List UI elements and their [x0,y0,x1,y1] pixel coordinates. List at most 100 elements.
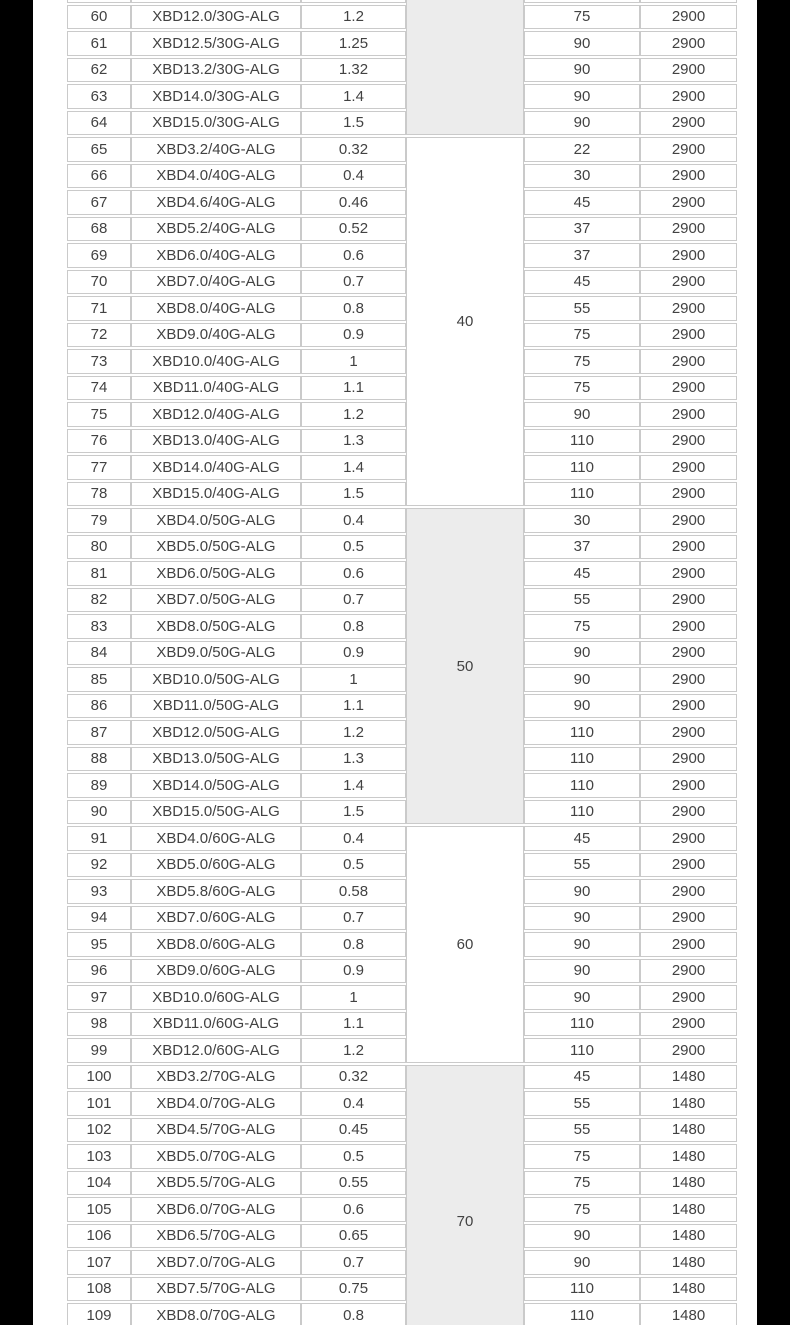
cell-value: 0.5 [301,1144,406,1169]
table-row: 107 XBD7.0/70G-ALG 0.7 90 1480 [67,1250,737,1275]
cell-row-number: 60 [67,4,131,29]
cell-power: 90 [524,932,640,957]
cell-model: XBD6.0/40G-ALG [131,243,301,268]
cell-model: XBD13.0/50G-ALG [131,746,301,771]
cell-value: 1.5 [301,799,406,824]
cell-value: 0.4 [301,508,406,533]
cell-value: 0.9 [301,958,406,983]
cell-value: 0.4 [301,826,406,851]
cell-model: XBD4.0/50G-ALG [131,508,301,533]
cell-model: XBD3.2/70G-ALG [131,1064,301,1089]
cell-value: 1.4 [301,455,406,480]
table-row: 66 XBD4.0/40G-ALG 0.4 30 2900 [67,163,737,188]
cell-value: 0.8 [301,296,406,321]
cell-power: 110 [524,455,640,480]
cell-row-number: 92 [67,852,131,877]
group-cell-merged [406,0,524,135]
cell-value: 1.1 [301,1011,406,1036]
cell-model: XBD4.5/70G-ALG [131,1117,301,1142]
cell-speed: 2900 [640,667,737,692]
cell-power: 90 [524,667,640,692]
table-row: 63 XBD14.0/30G-ALG 1.4 90 2900 [67,84,737,109]
cell-speed: 2900 [640,375,737,400]
cell-speed: 2900 [640,349,737,374]
cell-row-number: 84 [67,640,131,665]
cell-row-number: 99 [67,1038,131,1063]
cell-speed: 2900 [640,746,737,771]
group-cell-merged: 70 [406,1064,524,1325]
cell-value: 0.9 [301,322,406,347]
cell-model: XBD6.0/70G-ALG [131,1197,301,1222]
cell-speed: 1480 [640,1144,737,1169]
cell-row-number: 103 [67,1144,131,1169]
cell-value: 1.3 [301,428,406,453]
cell-row-number: 90 [67,799,131,824]
cell-power: 110 [524,746,640,771]
cell-power: 90 [524,879,640,904]
table-row: 77 XBD14.0/40G-ALG 1.4 110 2900 [67,455,737,480]
table-row: 65 XBD3.2/40G-ALG 0.32 40 22 2900 [67,137,737,506]
cell-value: 0.7 [301,1250,406,1275]
cell-speed: 1480 [640,1276,737,1301]
cell-speed: 2900 [640,720,737,745]
cell-speed: 2900 [640,508,737,533]
cell-power [524,0,640,3]
cell-row-number: 63 [67,84,131,109]
cell-power: 45 [524,826,640,851]
cell-power: 110 [524,1011,640,1036]
cell-row-number: 83 [67,614,131,639]
cell-row-number: 80 [67,534,131,559]
cell-power: 75 [524,4,640,29]
cell-model: XBD11.0/60G-ALG [131,1011,301,1036]
cell-value: 1 [301,985,406,1010]
table-row: 92 XBD5.0/60G-ALG 0.5 55 2900 [67,852,737,877]
cell-power: 75 [524,1170,640,1195]
cell-row-number: 65 [67,137,131,162]
cell-speed: 2900 [640,640,737,665]
cell-row-number: 87 [67,720,131,745]
cell-value: 0.52 [301,216,406,241]
cell-power: 55 [524,296,640,321]
cell-value: 1 [301,349,406,374]
table-row: 86 XBD11.0/50G-ALG 1.1 90 2900 [67,693,737,718]
cell-power: 45 [524,1064,640,1089]
cell-model: XBD6.5/70G-ALG [131,1223,301,1248]
cell-model: XBD11.0/40G-ALG [131,375,301,400]
cell-speed: 2900 [640,693,737,718]
cell-model: XBD10.0/60G-ALG [131,985,301,1010]
cell-model: XBD15.0/30G-ALG [131,110,301,135]
group-cell-merged: 50 [406,508,524,824]
table-row: 76 XBD13.0/40G-ALG 1.3 110 2900 [67,428,737,453]
table-row: 72 XBD9.0/40G-ALG 0.9 75 2900 [67,322,737,347]
cell-value: 0.6 [301,243,406,268]
cell-value: 1.32 [301,57,406,82]
cell-power: 110 [524,428,640,453]
cell-value: 0.8 [301,932,406,957]
cell-row-number: 96 [67,958,131,983]
table-row: 87 XBD12.0/50G-ALG 1.2 110 2900 [67,720,737,745]
cell-model: XBD8.0/70G-ALG [131,1303,301,1325]
table-row: 96 XBD9.0/60G-ALG 0.9 90 2900 [67,958,737,983]
cell-model: XBD12.0/30G-ALG [131,4,301,29]
cell-speed: 1480 [640,1117,737,1142]
cell-value [301,0,406,3]
cell-value: 1.5 [301,481,406,506]
cell-value: 1.2 [301,402,406,427]
cell-value: 1.1 [301,693,406,718]
cell-value: 0.46 [301,190,406,215]
cell-power: 55 [524,852,640,877]
cell-power: 110 [524,1276,640,1301]
cell-model: XBD5.0/60G-ALG [131,852,301,877]
table-row: 99 XBD12.0/60G-ALG 1.2 110 2900 [67,1038,737,1063]
table-row: 74 XBD11.0/40G-ALG 1.1 75 2900 [67,375,737,400]
cell-model: XBD7.0/60G-ALG [131,905,301,930]
cell-power: 75 [524,349,640,374]
table-row: 68 XBD5.2/40G-ALG 0.52 37 2900 [67,216,737,241]
table-row: 98 XBD11.0/60G-ALG 1.1 110 2900 [67,1011,737,1036]
cell-speed: 2900 [640,137,737,162]
cell-model: XBD13.2/30G-ALG [131,57,301,82]
table-row: 109 XBD8.0/70G-ALG 0.8 110 1480 [67,1303,737,1325]
cell-power: 90 [524,110,640,135]
cell-power: 55 [524,1091,640,1116]
cell-power: 45 [524,269,640,294]
